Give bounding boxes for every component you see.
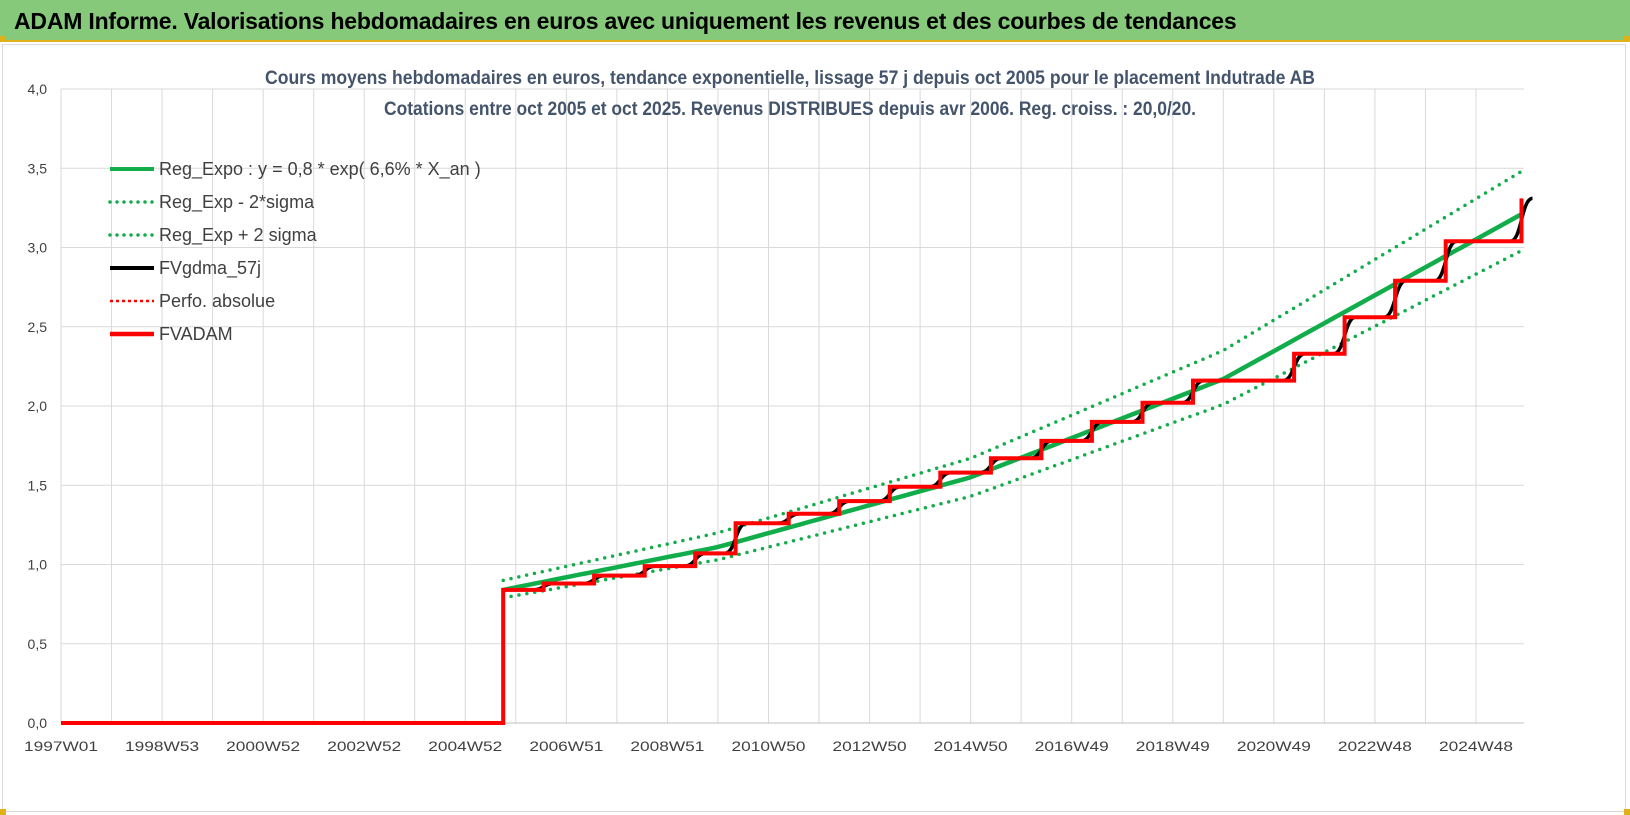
x-tick-label: 2010W50 [731, 738, 805, 754]
x-tick-label: 2022W48 [1338, 738, 1412, 754]
chart-title: Cours moyens hebdomadaires en euros, ten… [265, 68, 1315, 89]
series-reg-exp-minus-2sigma [501, 248, 1524, 600]
banner-corner-left [0, 36, 6, 42]
chart-subtitle: Cotations entre oct 2005 et oct 2025. Re… [384, 99, 1196, 120]
x-tick-label: 2008W51 [630, 738, 704, 754]
y-tick-label: 0,0 [28, 715, 48, 731]
x-tick-label: 2000W52 [226, 738, 300, 754]
banner-title: ADAM Informe. Valorisations hebdomadaire… [14, 8, 1237, 34]
series-fvgdma-57j [61, 196, 1534, 725]
y-tick-label: 4,0 [28, 81, 48, 97]
series-reg-expo [502, 212, 1523, 593]
x-tick-label: 1998W53 [125, 738, 199, 754]
x-tick-label: 2004W52 [428, 738, 502, 754]
x-tick-label: 2012W50 [833, 738, 907, 754]
y-tick-label: 1,0 [28, 557, 48, 573]
y-tick-label: 2,5 [28, 319, 48, 335]
x-tick-label: 2018W49 [1136, 738, 1210, 754]
legend-label: Reg_Exp - 2*sigma [159, 192, 315, 213]
x-tick-label: 2016W49 [1035, 738, 1109, 754]
series-fvadam [61, 198, 1524, 725]
frame-corner-right [1624, 809, 1630, 815]
legend-label: Reg_Exp + 2 sigma [159, 225, 318, 246]
y-tick-label: 1,5 [28, 477, 48, 493]
legend-label: Reg_Expo : y = 0,8 * exp( 6,6% * X_an ) [159, 159, 481, 180]
series-reg-exp-plus-2sigma [501, 169, 1524, 583]
x-tick-label: 2020W49 [1237, 738, 1311, 754]
x-tick-label: 2024W48 [1439, 738, 1513, 754]
y-tick-label: 2,0 [28, 398, 48, 414]
x-tick-label: 2002W52 [327, 738, 401, 754]
y-tick-label: 0,5 [28, 636, 48, 652]
frame-corner-left [0, 809, 6, 815]
y-tick-label: 3,5 [28, 160, 48, 176]
legend-label: Perfo. absolue [159, 291, 275, 311]
chart: 0,0 0,5 1,0 1,5 2,0 2,5 3,0 3,5 4,0 1997W01 1998W5… [24, 68, 1534, 754]
banner-corner-right [1624, 36, 1630, 42]
x-tick-label: 1997W01 [24, 738, 98, 754]
banner: ADAM Informe. Valorisations hebdomadaire… [0, 0, 1630, 42]
x-tick-label: 2014W50 [934, 738, 1008, 754]
x-tick-label: 2006W51 [529, 738, 603, 754]
legend-label: FVADAM [159, 324, 233, 344]
y-tick-label: 3,0 [28, 240, 48, 256]
legend-label: FVgdma_57j [159, 258, 261, 279]
chart-frame: 0,0 0,5 1,0 1,5 2,0 2,5 3,0 3,5 4,0 1997W01 1998W5… [2, 44, 1626, 812]
